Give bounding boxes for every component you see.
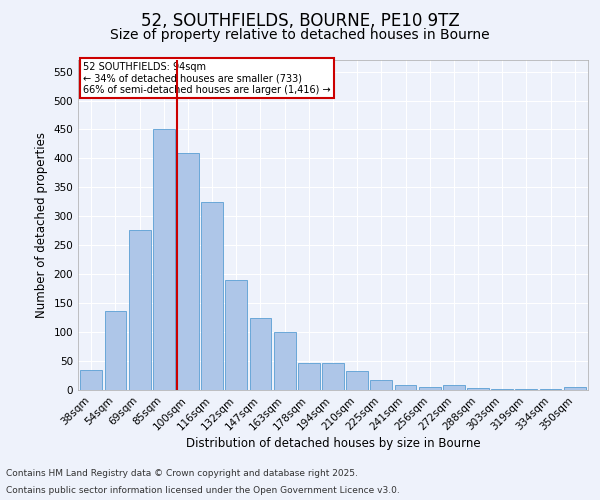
Bar — [129, 230, 151, 390]
Bar — [250, 318, 271, 390]
Bar — [201, 202, 223, 390]
Bar — [395, 386, 416, 390]
Bar — [370, 380, 392, 390]
Bar — [346, 372, 368, 390]
Bar — [104, 310, 127, 390]
Bar — [515, 389, 537, 390]
Y-axis label: Number of detached properties: Number of detached properties — [35, 132, 48, 318]
Bar — [80, 370, 102, 390]
Text: Size of property relative to detached houses in Bourne: Size of property relative to detached ho… — [110, 28, 490, 42]
Bar — [177, 152, 199, 390]
Bar — [322, 364, 344, 390]
Bar — [491, 389, 513, 390]
Text: Contains HM Land Registry data © Crown copyright and database right 2025.: Contains HM Land Registry data © Crown c… — [6, 468, 358, 477]
Bar — [298, 364, 320, 390]
Text: 52 SOUTHFIELDS: 94sqm
← 34% of detached houses are smaller (733)
66% of semi-det: 52 SOUTHFIELDS: 94sqm ← 34% of detached … — [83, 62, 331, 95]
Bar — [153, 130, 175, 390]
Bar — [564, 387, 586, 390]
Bar — [226, 280, 247, 390]
Bar — [467, 388, 489, 390]
Text: 52, SOUTHFIELDS, BOURNE, PE10 9TZ: 52, SOUTHFIELDS, BOURNE, PE10 9TZ — [140, 12, 460, 30]
Bar — [419, 387, 440, 390]
Text: Contains public sector information licensed under the Open Government Licence v3: Contains public sector information licen… — [6, 486, 400, 495]
Bar — [443, 385, 465, 390]
X-axis label: Distribution of detached houses by size in Bourne: Distribution of detached houses by size … — [185, 438, 481, 450]
Bar — [274, 332, 296, 390]
